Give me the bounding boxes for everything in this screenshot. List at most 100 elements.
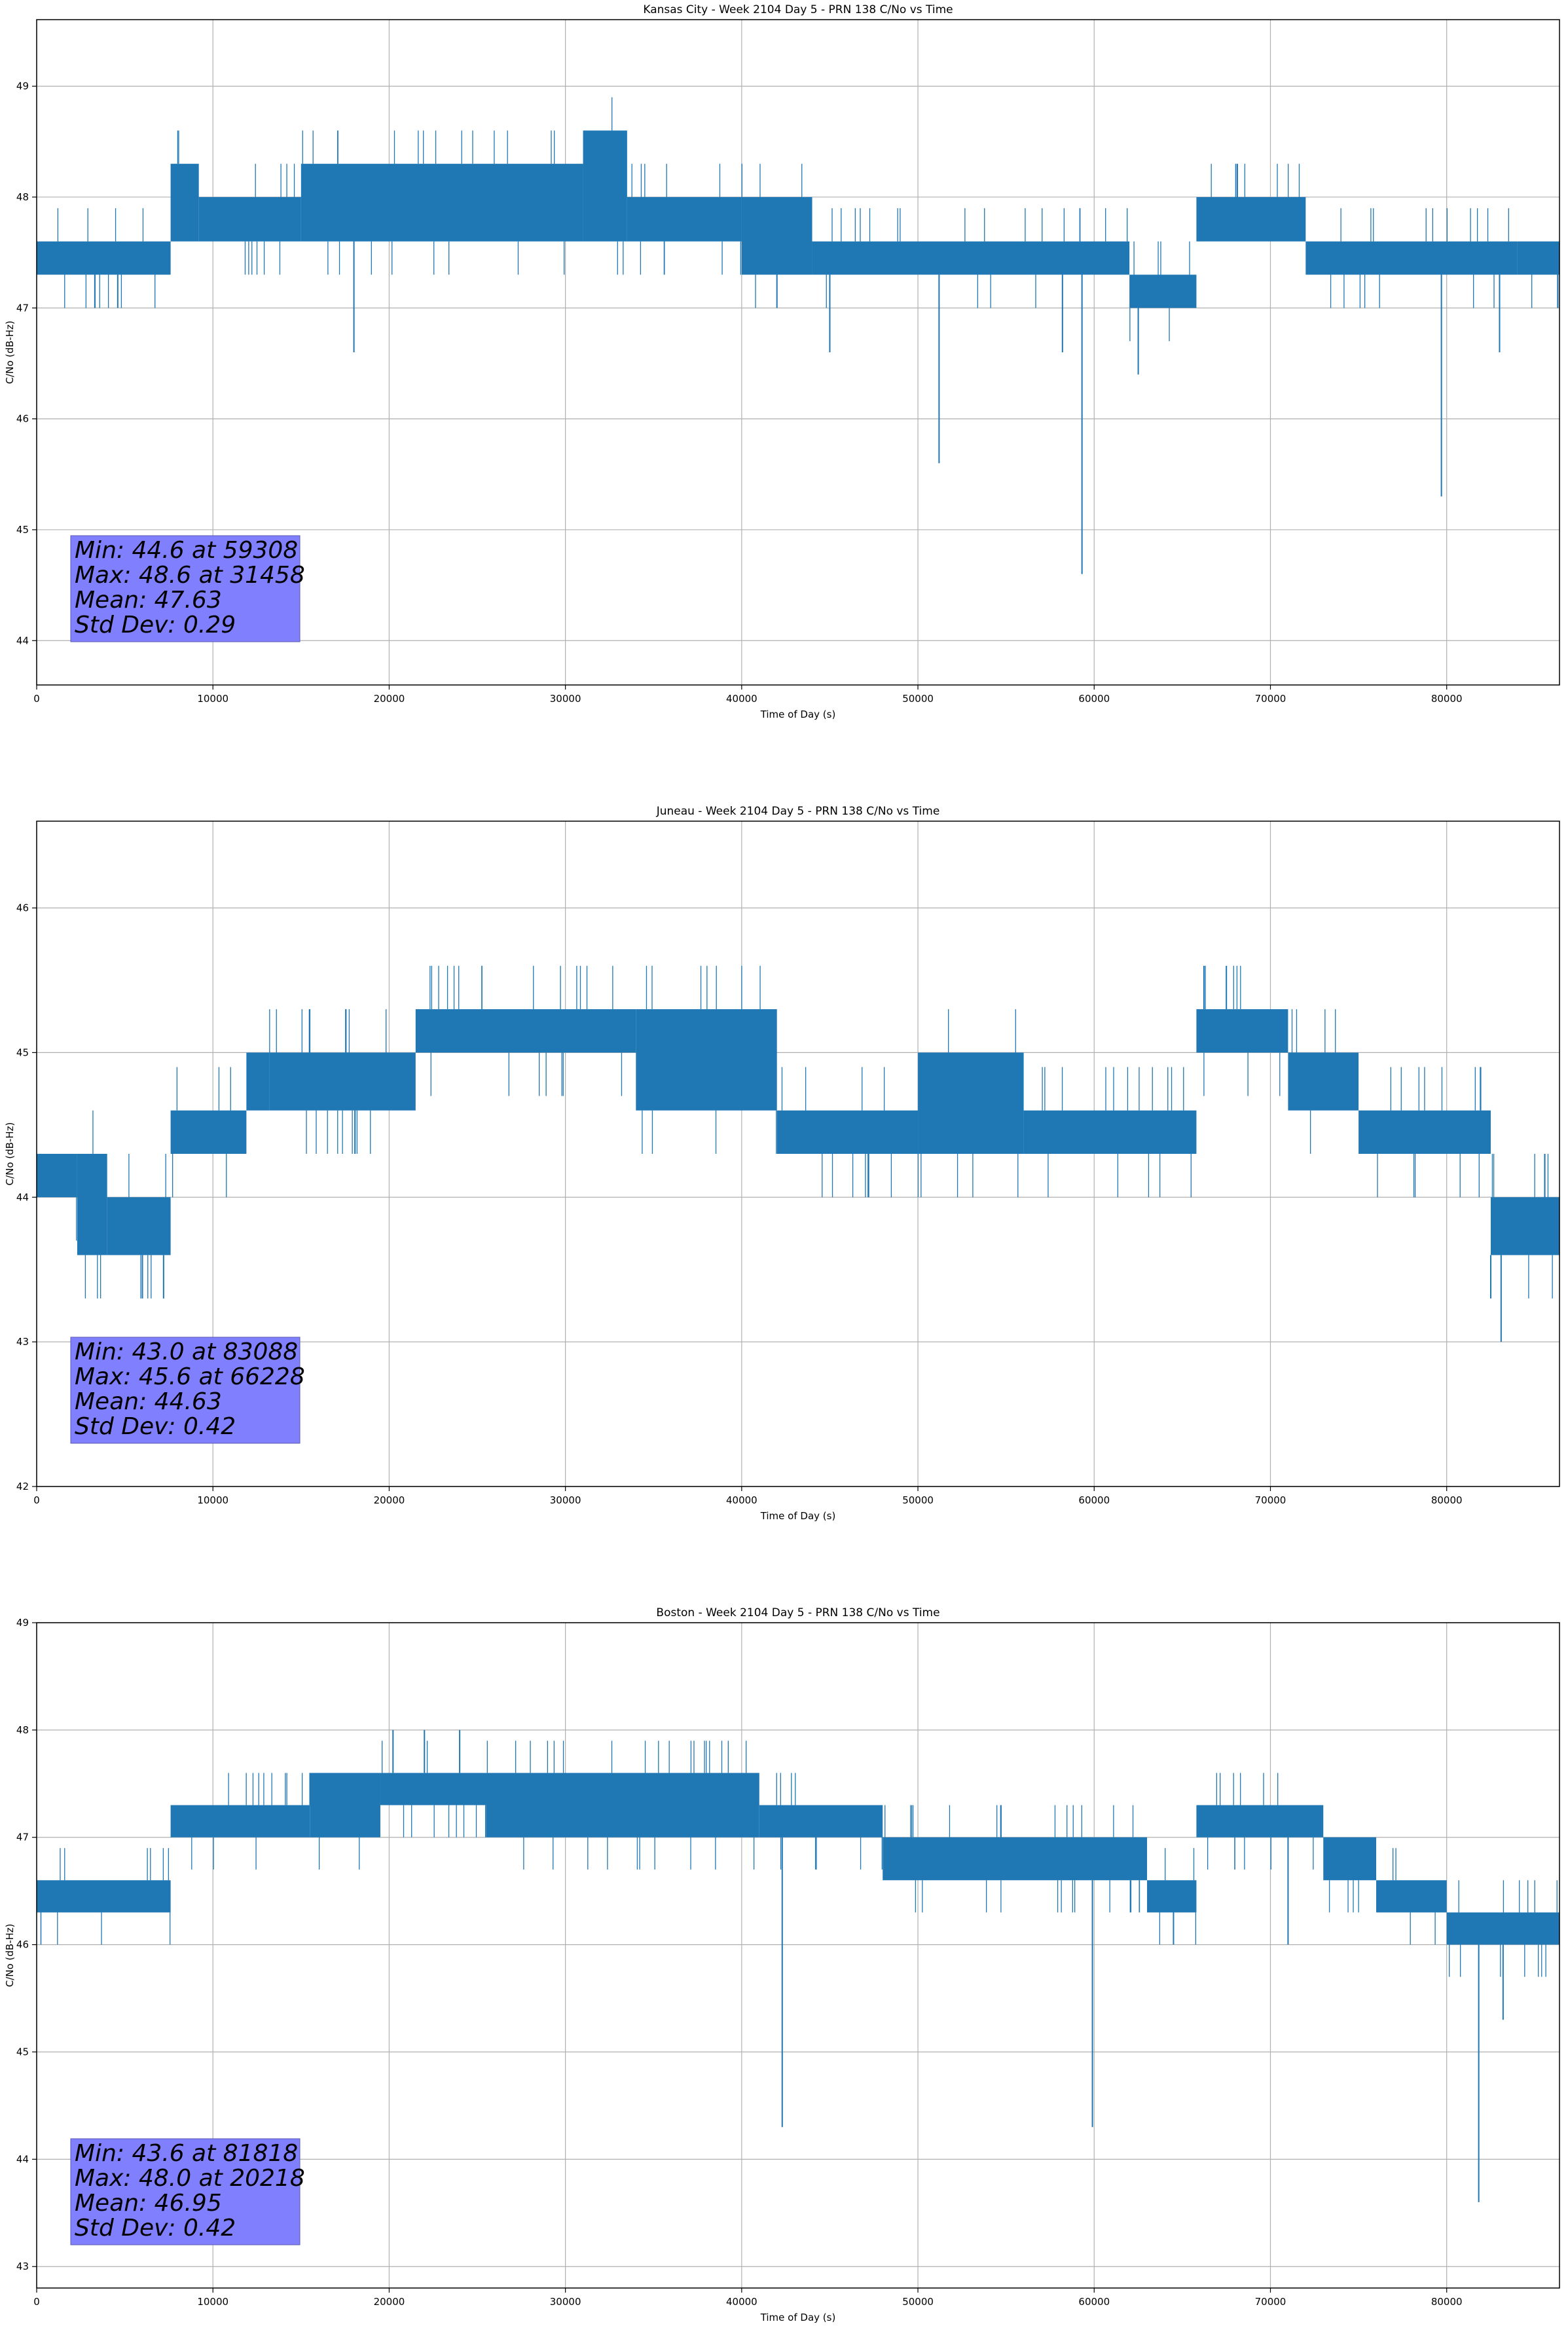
series-band: [636, 1009, 777, 1111]
chart-panel-2: 0 10000 20000 30000 40000 50000 60000 70000 8000…: [4, 805, 1560, 1522]
x-tick-label: 70000: [1255, 693, 1286, 705]
series-band: [246, 1052, 270, 1111]
x-tick-label: 20000: [374, 693, 405, 705]
y-tick-label: 42: [16, 1481, 29, 1492]
chart-panel-1: 0 10000 20000 30000 40000 50000 60000 70000 8000…: [4, 3, 1560, 720]
x-tick-label: 60000: [1078, 2296, 1110, 2308]
y-tick-label: 44: [16, 1191, 29, 1203]
series-band: [269, 1052, 416, 1111]
series-band: [1196, 1009, 1288, 1053]
series-band: [1023, 1110, 1197, 1154]
y-tick-label: 47: [16, 302, 29, 314]
series-band: [627, 196, 742, 242]
series-band: [301, 164, 583, 242]
y-tick-label: 49: [16, 81, 29, 92]
x-tick-label: 40000: [726, 693, 757, 705]
stats-line: Max: 45.6 at 66228: [75, 1363, 305, 1390]
y-axis-label: C/No (dB-Hz): [4, 1924, 16, 1987]
x-tick-label: 30000: [550, 1494, 581, 1506]
chart-title: Juneau - Week 2104 Day 5 - PRN 138 C/No …: [656, 805, 940, 818]
series-band: [918, 1052, 1024, 1154]
series-band: [1147, 1880, 1197, 1913]
stats-line: Max: 48.0 at 20218: [75, 2165, 305, 2192]
stats-box: [70, 1337, 301, 1444]
series-band: [1446, 1912, 1559, 1945]
series-band: [37, 241, 171, 275]
x-tick-label: 0: [33, 2296, 40, 2308]
y-tick-label: 46: [16, 413, 29, 425]
y-tick-label: 46: [16, 902, 29, 914]
x-tick-label: 70000: [1255, 2296, 1286, 2308]
y-tick-label: 45: [16, 2046, 29, 2058]
x-tick-label: 80000: [1431, 1494, 1463, 1506]
y-tick-label: 44: [16, 635, 29, 646]
y-axis-label: C/No (dB-Hz): [4, 1122, 16, 1186]
x-tick-label: 0: [33, 1494, 40, 1506]
series-band: [1288, 1052, 1359, 1111]
series-band: [310, 1773, 380, 1837]
y-axis-label: C/No (dB-Hz): [4, 321, 16, 384]
stats-line: Mean: 46.95: [75, 2190, 222, 2217]
y-tick-label: 48: [16, 1724, 29, 1736]
x-tick-label: 10000: [197, 1494, 228, 1506]
x-tick-label: 20000: [374, 2296, 405, 2308]
x-axis-label: Time of Day (s): [760, 2312, 836, 2323]
x-tick-label: 50000: [902, 2296, 934, 2308]
y-tick-label: 43: [16, 2261, 29, 2272]
series-band: [170, 164, 199, 242]
y-tick-label: 43: [16, 1336, 29, 1348]
series-band: [741, 196, 812, 275]
series-band: [415, 1009, 636, 1053]
series-line: [37, 1729, 1559, 2202]
stats-box: [70, 2138, 301, 2245]
series-band: [170, 1110, 247, 1154]
series-band: [1305, 241, 1518, 275]
y-tick-label: 49: [16, 1617, 29, 1629]
series-band: [812, 241, 1130, 275]
stats-line: Min: 43.0 at 83088: [75, 1338, 298, 1365]
y-tick-label: 45: [16, 1046, 29, 1058]
series-band: [1129, 274, 1197, 308]
axes-frame: [36, 1622, 1560, 2289]
stats-line: Min: 43.6 at 81818: [75, 2140, 298, 2167]
axes-frame: [36, 19, 1560, 686]
series-band: [1376, 1880, 1447, 1913]
series-band: [1196, 196, 1306, 242]
x-tick-label: 70000: [1255, 1494, 1286, 1506]
x-tick-label: 80000: [1431, 2296, 1463, 2308]
x-tick-label: 60000: [1078, 1494, 1110, 1506]
y-tick-label: 48: [16, 191, 29, 203]
series-band: [583, 130, 627, 242]
series-band: [776, 1110, 919, 1154]
stats-line: Mean: 47.63: [75, 587, 222, 614]
series-line: [37, 965, 1559, 1342]
series-band: [1517, 241, 1559, 275]
series-band: [1358, 1110, 1491, 1154]
series-band: [77, 1154, 107, 1255]
axes-frame: [36, 821, 1560, 1487]
x-tick-label: 80000: [1431, 693, 1463, 705]
stats-line: Std Dev: 0.29: [75, 612, 236, 638]
x-tick-label: 30000: [550, 2296, 581, 2308]
x-axis-label: Time of Day (s): [760, 709, 836, 720]
series-band: [1323, 1837, 1377, 1881]
series-band: [486, 1773, 759, 1837]
stats-line: Mean: 44.63: [75, 1388, 222, 1415]
chart-panel-3: 0 10000 20000 30000 40000 50000 60000 70000 8000…: [4, 1606, 1560, 2323]
series-band: [198, 196, 301, 242]
chart-title: Boston - Week 2104 Day 5 - PRN 138 C/No …: [656, 1606, 939, 1619]
series-band: [107, 1197, 171, 1255]
x-axis-label: Time of Day (s): [760, 1510, 836, 1522]
series-band: [883, 1837, 1148, 1881]
series-band: [170, 1805, 310, 1837]
x-tick-label: 40000: [726, 1494, 757, 1506]
stats-box: [70, 535, 301, 642]
x-tick-label: 10000: [197, 2296, 228, 2308]
y-tick-label: 46: [16, 1939, 29, 1951]
series-band: [380, 1773, 486, 1805]
series-band: [759, 1805, 883, 1837]
x-tick-label: 50000: [902, 693, 934, 705]
stats-line: Std Dev: 0.42: [75, 2215, 236, 2242]
series-line: [37, 97, 1559, 574]
